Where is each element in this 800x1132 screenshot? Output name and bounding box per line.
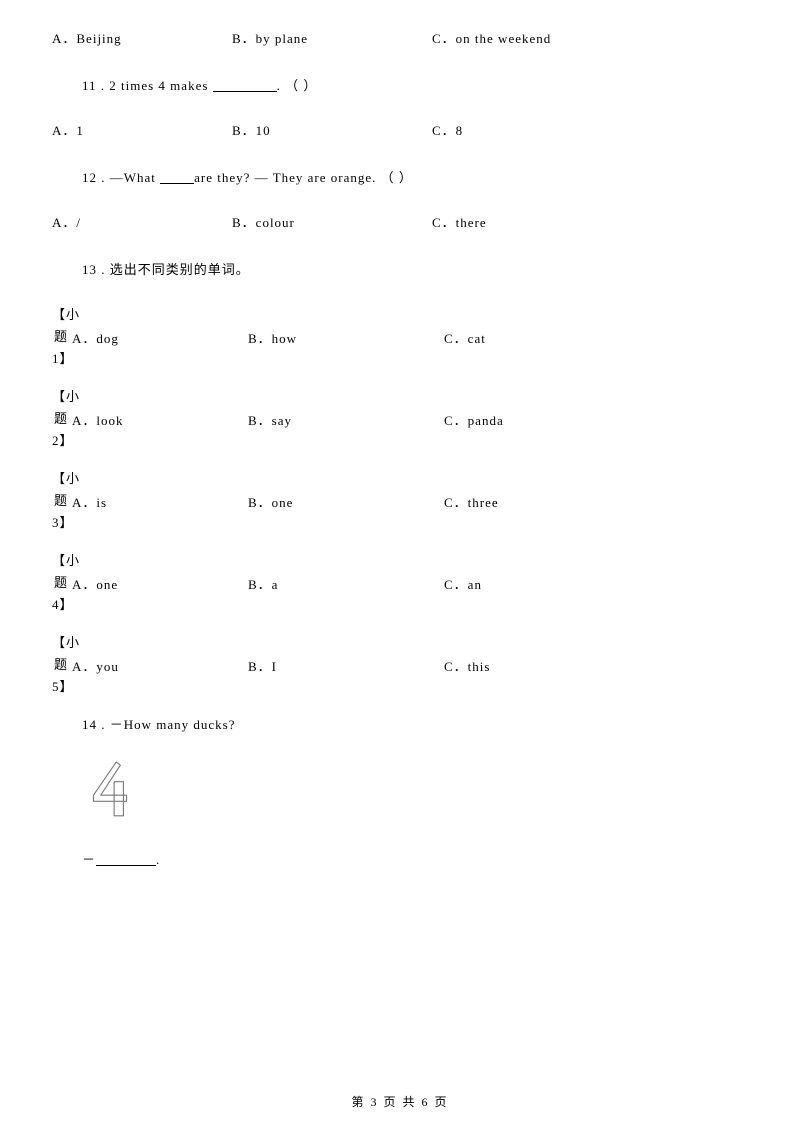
q13-sub2-a: A．look [72,410,248,429]
q13-sub1: 【小题1】 A．dog B．how C．cat [52,304,748,370]
q13-sub1-a: A．dog [72,328,248,347]
q11-options-row: A．1 B．10 C．8 [52,120,748,139]
q10-options-row: A．Beijing B．by plane C．on the weekend [52,28,748,47]
q14-text: 14 . －How many ducks? [52,714,748,733]
q11-option-c: C．8 [432,120,748,139]
q13-sub1-c: C．cat [444,328,486,347]
blank-line [160,172,194,184]
q13-sub2: 【小题2】 A．look B．say C．panda [52,386,748,452]
q12-options-row: A．/ B．colour C．there [52,212,748,231]
q13-sub4-c: C．an [444,574,482,593]
q14-answer-line: －. [52,849,748,868]
q11-option-a: A．1 [52,120,232,139]
q10-option-a: A．Beijing [52,28,232,47]
q13-sub2-label: 【小题2】 [52,386,70,452]
q13-sub3-a: A．is [72,492,248,511]
q14-ans-prefix: － [82,852,96,867]
q13-sub5-c: C．this [444,656,490,675]
q13-sub4-opts: A．one B．a C．an [70,574,482,593]
q12-option-a: A．/ [52,212,232,231]
q13-sub2-opts: A．look B．say C．panda [70,410,504,429]
q13-sub1-label: 【小题1】 [52,304,70,370]
q13-title: 13 . 选出不同类别的单词。 [52,259,748,278]
q13-sub5: 【小题5】 A．you B．I C．this [52,632,748,698]
q12-mid: are they? — They are orange. （ ） [194,170,413,185]
q12-prefix: 12 . —What [82,170,160,185]
page-footer: 第 3 页 共 6 页 [0,1093,800,1110]
four-icon [82,759,138,821]
q13-sub1-b: B．how [248,328,444,347]
q13-sub4-b: B．a [248,574,444,593]
q13-sub3-c: C．three [444,492,499,511]
blank-line [96,854,156,866]
q13-sub3: 【小题3】 A．is B．one C．three [52,468,748,534]
q13-sub2-b: B．say [248,410,444,429]
q14-ans-suffix: . [156,852,160,867]
q13-sub5-a: A．you [72,656,248,675]
q11-text: 11 . 2 times 4 makes . （ ） [52,75,748,94]
q13-sub4: 【小题4】 A．one B．a C．an [52,550,748,616]
q13-sub4-label: 【小题4】 [52,550,70,616]
number-four-image [82,759,748,825]
q10-option-c: C．on the weekend [432,28,748,47]
q13-sub3-opts: A．is B．one C．three [70,492,499,511]
q11-prefix: 11 . 2 times 4 makes [82,78,213,93]
q13-sub3-b: B．one [248,492,444,511]
q11-suffix: . （ ） [277,78,318,93]
q13-sub5-label: 【小题5】 [52,632,70,698]
q11-option-b: B．10 [232,120,432,139]
blank-line [213,80,277,92]
q13-sub4-a: A．one [72,574,248,593]
q12-text: 12 . —What are they? — They are orange. … [52,167,748,186]
q13-sub5-b: B．I [248,656,444,675]
q12-option-b: B．colour [232,212,432,231]
q13-sub2-c: C．panda [444,410,504,429]
q12-option-c: C．there [432,212,748,231]
q13-sub1-opts: A．dog B．how C．cat [70,328,486,347]
q13-sub3-label: 【小题3】 [52,468,70,534]
q13-sub5-opts: A．you B．I C．this [70,656,490,675]
q10-option-b: B．by plane [232,28,432,47]
